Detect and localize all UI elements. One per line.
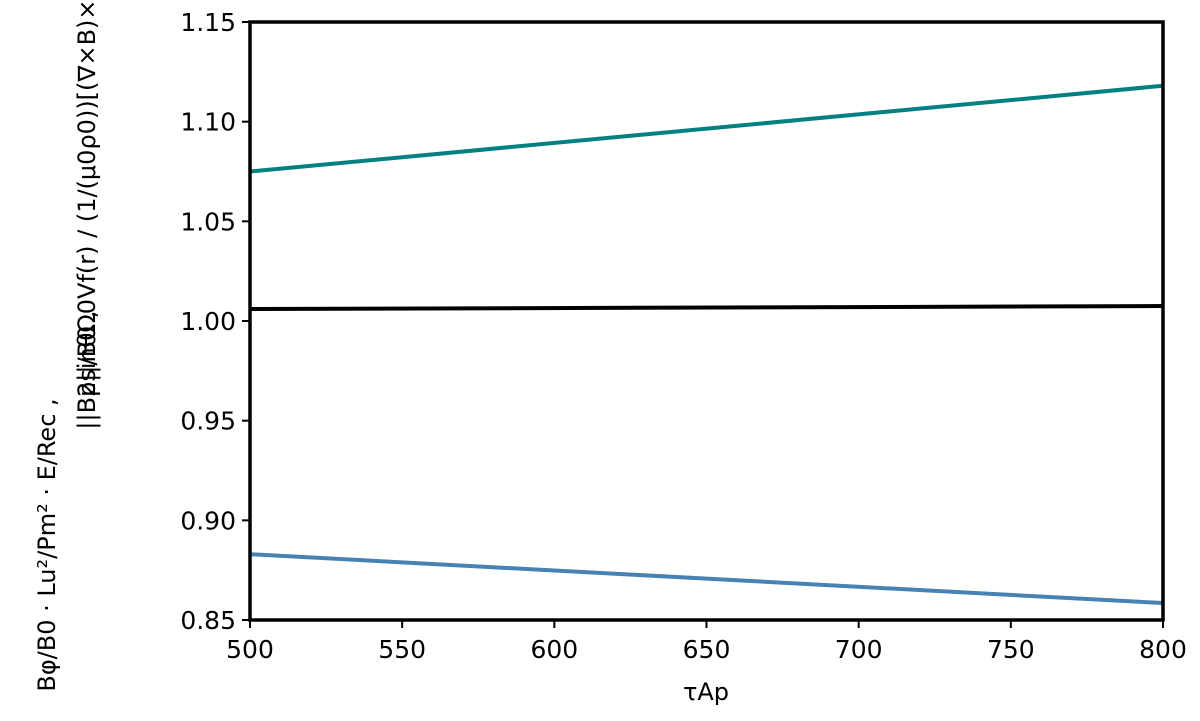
y-axis-label: ||Bp||/B0 , bbox=[73, 310, 101, 429]
y-axis-label: Bφ/B0 · Lu²/Pm² · E/Rec , bbox=[33, 398, 61, 691]
series-line bbox=[249, 304, 1164, 312]
x-tick-label: 750 bbox=[987, 635, 1035, 664]
plot-frame bbox=[248, 20, 1165, 622]
x-tick-label: 700 bbox=[835, 635, 883, 664]
y-tick-label: 0.95 bbox=[180, 407, 236, 436]
x-axis-label: τAp bbox=[683, 678, 729, 706]
y-axis-label: 2sinθΩ0Vf(r) / (1/(μ0ρ0))[(∇×B)×B]eφ bbox=[73, 0, 101, 397]
x-tick-label: 500 bbox=[226, 635, 274, 664]
y-tick-label: 1.10 bbox=[180, 108, 236, 137]
y-tick-label: 1.00 bbox=[180, 307, 236, 336]
series-line bbox=[249, 83, 1164, 174]
y-tick-label: 1.15 bbox=[180, 8, 236, 37]
x-tick-label: 550 bbox=[378, 635, 426, 664]
y-tick-label: 1.05 bbox=[180, 207, 236, 236]
x-tick-label: 800 bbox=[1139, 635, 1187, 664]
x-tick-label: 650 bbox=[683, 635, 731, 664]
x-tick-label: 600 bbox=[530, 635, 578, 664]
y-tick-label: 0.90 bbox=[180, 506, 236, 535]
y-tick-label: 0.85 bbox=[180, 606, 236, 635]
series-line bbox=[249, 552, 1164, 606]
